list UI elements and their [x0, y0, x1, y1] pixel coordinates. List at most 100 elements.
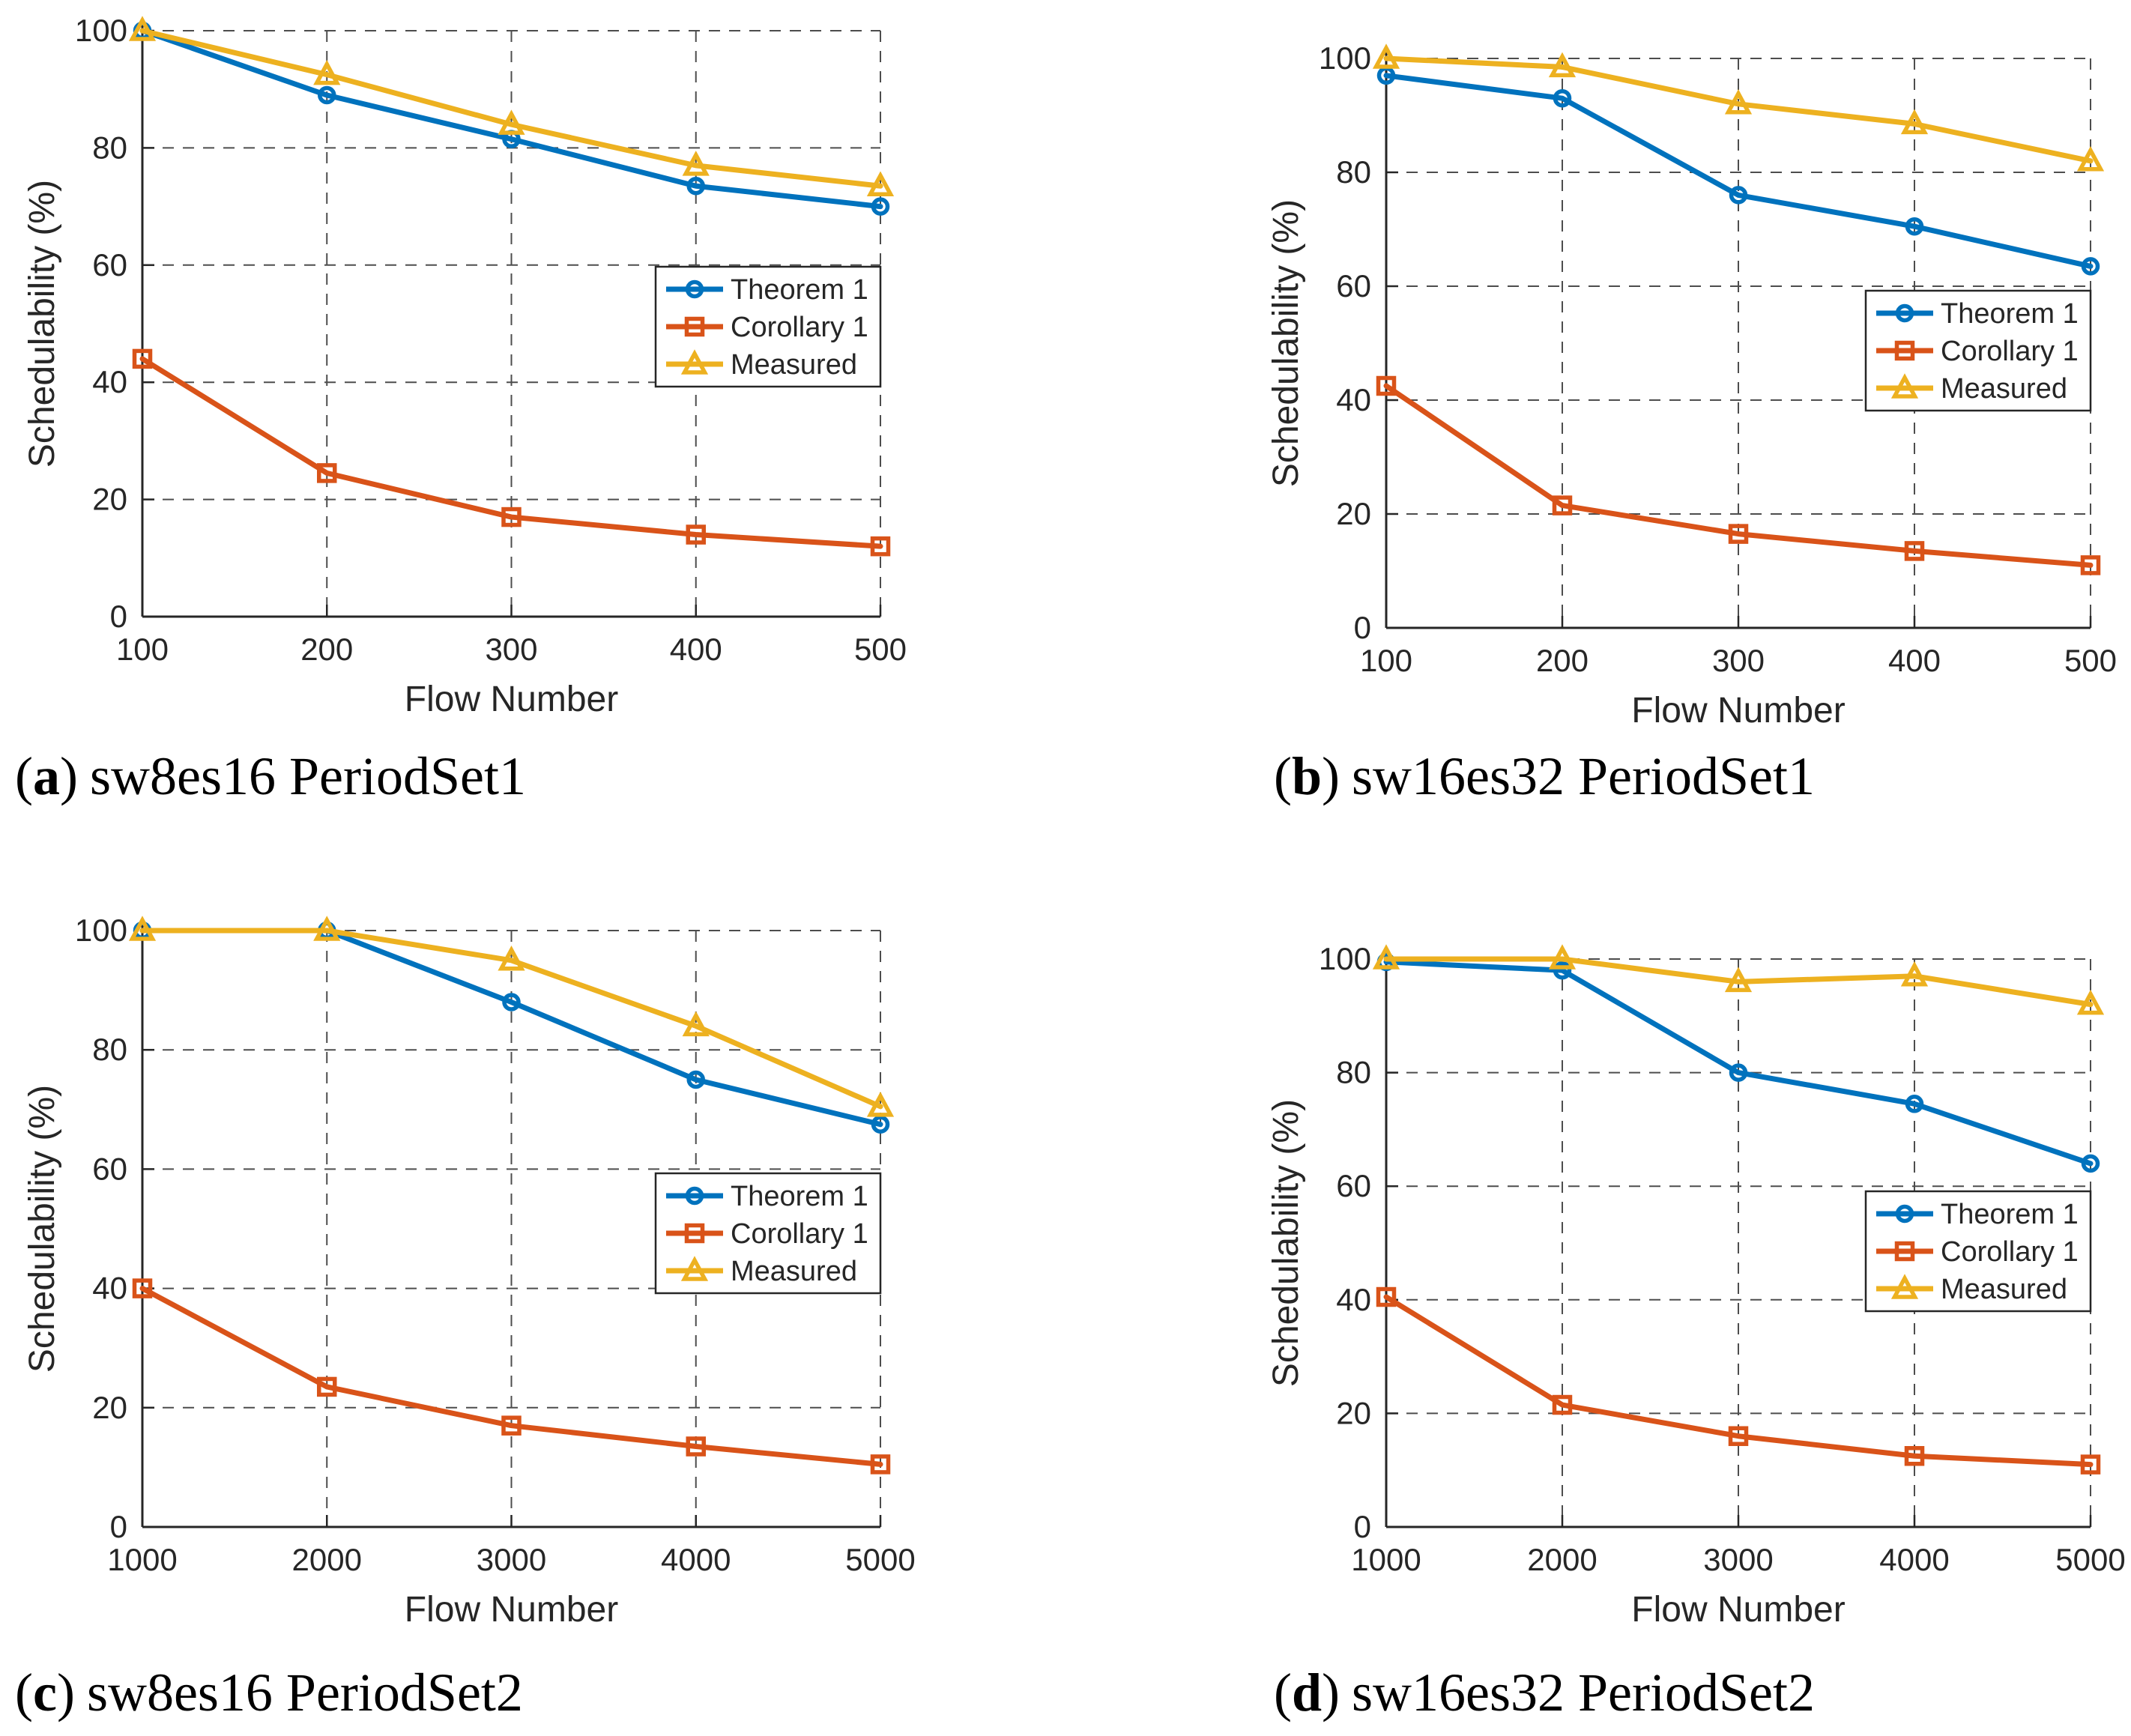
marker-corollary1: [686, 524, 706, 545]
y-tick-label: 100: [1319, 941, 1371, 976]
legend-marker-corollary1: [684, 1223, 705, 1244]
legend-marker-theorem1: [1895, 1204, 1914, 1224]
legend-label: Corollary 1: [731, 312, 868, 343]
legend-label: Corollary 1: [1941, 336, 2079, 367]
marker-corollary1: [1904, 1446, 1925, 1466]
caption-index-b: (b): [1274, 746, 1340, 806]
marker-theorem1: [1905, 1095, 1924, 1113]
y-tick-label: 60: [92, 247, 127, 282]
marker-corollary1: [2080, 555, 2101, 575]
legend-marker-measured: [1890, 373, 1919, 399]
x-tick-label: 1000: [107, 1542, 177, 1577]
chart-a-plot: 100 200 300 400 500 0 20 40 60 80 100 Flow Number Sc…: [22, 13, 907, 719]
marker-corollary1: [1376, 1286, 1397, 1307]
marker-measured: [128, 16, 157, 41]
legend-label: Corollary 1: [1941, 1236, 2079, 1268]
marker-measured: [1372, 43, 1400, 69]
marker-theorem1: [1553, 88, 1572, 108]
legend-marker-theorem1: [685, 1186, 704, 1206]
chart-a: 100 200 300 400 500 0 20 40 60 80 100 Flow Number Sc…: [0, 0, 1066, 868]
marker-corollary1: [132, 348, 153, 369]
marker-corollary1: [1728, 1426, 1749, 1446]
x-tick-label: 100: [1360, 643, 1412, 678]
caption-label: sw16es32 PeriodSet2: [1352, 1663, 1815, 1723]
y-tick-label: 20: [92, 482, 127, 517]
marker-theorem1: [871, 1115, 890, 1134]
caption-letter: c: [32, 1663, 57, 1723]
series-line-theorem1: [139, 28, 883, 210]
marker-corollary1: [870, 536, 891, 557]
y-tick-label: 0: [1354, 610, 1371, 645]
y-tick-label: 100: [75, 913, 127, 948]
marker-measured: [1724, 967, 1753, 993]
x-tick-label: 4000: [661, 1542, 731, 1577]
marker-measured: [128, 916, 157, 941]
x-tick-label: 5000: [845, 1542, 915, 1577]
series-line-corollary1: [1383, 383, 2094, 568]
marker-corollary1: [870, 1454, 891, 1475]
legend-label: Measured: [731, 1256, 857, 1287]
caption-index-a: (a): [15, 746, 78, 806]
caption-label: sw16es32 PeriodSet1: [1352, 746, 1815, 806]
marker-theorem1: [1729, 1063, 1748, 1082]
x-tick-label: 1000: [1351, 1542, 1421, 1577]
marker-theorem1: [1905, 217, 1924, 236]
legend-marker-measured: [680, 349, 709, 375]
series-line-corollary1: [139, 1286, 883, 1467]
chart-d-plot: 1000 2000 3000 4000 5000 0 20 40 60 80 100 Flow Num…: [1266, 941, 2126, 1630]
chart-d-caption: (d) sw16es32 PeriodSet2: [1274, 1662, 1815, 1724]
caption-letter: b: [1291, 746, 1323, 806]
y-tick-label: 20: [92, 1390, 127, 1425]
legend-marker-measured: [680, 1256, 709, 1281]
y-tick-label: 60: [1336, 268, 1371, 303]
x-tick-label: 500: [854, 632, 907, 667]
paren-open: (: [1274, 746, 1292, 806]
marker-corollary1: [501, 506, 522, 527]
x-tick-label: 2000: [292, 1542, 362, 1577]
marker-measured: [1724, 89, 1753, 115]
y-tick-label: 80: [92, 1032, 127, 1067]
y-axis-label: Schedulability (%): [22, 1085, 62, 1373]
chart-c: 1000 2000 3000 4000 5000 0 20 40 60 80 100 Flow Num…: [0, 868, 1066, 1736]
caption-label: sw8es16 PeriodSet1: [89, 746, 526, 806]
y-tick-label: 0: [110, 599, 127, 634]
y-tick-label: 80: [92, 130, 127, 165]
legend-marker-corollary1: [1894, 340, 1915, 361]
marker-measured: [498, 946, 525, 971]
paren-open: (: [15, 1663, 33, 1723]
marker-theorem1: [871, 197, 890, 216]
marker-corollary1: [317, 463, 337, 483]
marker-theorem1: [686, 1070, 705, 1089]
caption-index-c: (c): [15, 1663, 75, 1723]
y-axis-label: Schedulability (%): [1266, 1099, 1306, 1387]
series-line-theorem1: [1383, 959, 2094, 1167]
marker-corollary1: [132, 1278, 153, 1298]
y-tick-label: 40: [1336, 1282, 1371, 1317]
x-axis-label: Flow Number: [405, 680, 618, 719]
paren-close: ): [56, 1663, 75, 1723]
legend-label: Theorem 1: [731, 274, 868, 306]
legend-label: Theorem 1: [731, 1181, 868, 1212]
series-line-measured: [139, 28, 883, 189]
caption-letter: a: [32, 746, 60, 806]
marker-theorem1: [1553, 961, 1572, 980]
x-axis-label: Flow Number: [1631, 691, 1845, 731]
chart-d: 1000 2000 3000 4000 5000 0 20 40 60 80 100 Flow Num…: [1066, 868, 2131, 1736]
x-tick-label: 200: [300, 632, 353, 667]
paren-open: (: [15, 746, 33, 806]
marker-theorem1: [502, 993, 521, 1011]
y-tick-label: 0: [110, 1509, 127, 1544]
y-tick-label: 100: [1319, 40, 1371, 76]
series-line-corollary1: [1383, 1294, 2094, 1468]
chart-b-caption: (b) sw16es32 PeriodSet1: [1274, 745, 1815, 808]
series-line-theorem1: [1383, 73, 2094, 269]
marker-measured: [866, 171, 895, 196]
marker-measured: [1548, 52, 1577, 78]
chart-c-plot: 1000 2000 3000 4000 5000 0 20 40 60 80 100 Flow Num…: [22, 913, 916, 1630]
marker-theorem1: [686, 176, 705, 196]
x-tick-label: 3000: [477, 1542, 546, 1577]
x-axis-label: Flow Number: [1631, 1590, 1845, 1630]
marker-measured: [498, 109, 525, 135]
legend-marker-measured: [1890, 1274, 1919, 1299]
